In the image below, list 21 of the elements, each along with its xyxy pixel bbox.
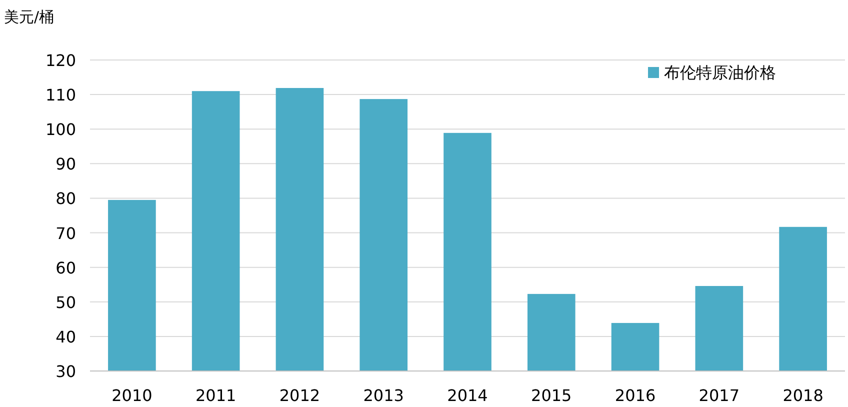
x-tick-label: 2012 <box>279 386 320 405</box>
y-tick-label: 60 <box>56 258 76 278</box>
y-tick-label: 70 <box>56 224 76 243</box>
x-tick-label: 2017 <box>698 386 740 405</box>
legend-label: 布伦特原油价格 <box>664 63 776 82</box>
x-tick-label: 2018 <box>782 386 824 405</box>
y-axis-title: 美元/桶 <box>4 8 54 26</box>
y-tick-label: 50 <box>56 292 76 312</box>
x-tick-label: 2010 <box>112 386 152 405</box>
y-tick-label: 90 <box>56 154 76 174</box>
x-tick-label: 2015 <box>531 386 572 405</box>
y-tick-label: 30 <box>56 362 76 381</box>
x-tick-label: 2011 <box>195 386 236 405</box>
x-tick-label: 2013 <box>363 386 404 405</box>
x-tick-label: 2014 <box>447 386 488 405</box>
y-tick-label: 100 <box>45 120 76 140</box>
y-tick-label: 80 <box>56 189 76 208</box>
y-tick-label: 40 <box>56 327 76 346</box>
x-tick-label: 2016 <box>614 386 656 405</box>
y-tick-label: 110 <box>45 86 76 105</box>
y-tick-label: 120 <box>45 51 76 70</box>
